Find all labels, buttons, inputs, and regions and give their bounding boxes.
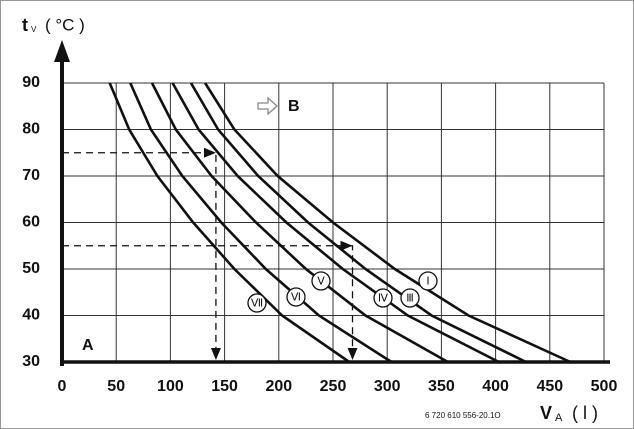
y-unit: ( °C )	[45, 15, 85, 34]
annotation: B	[288, 98, 300, 115]
curve-label: Ⅴ	[317, 276, 325, 288]
x-tick-label: 150	[211, 378, 238, 395]
curve-label-ring	[373, 288, 393, 308]
curve-label: Ⅳ	[378, 293, 389, 305]
curve-label: Ⅶ	[251, 298, 263, 310]
curve	[129, 82, 393, 364]
curve-label-ring	[418, 271, 438, 291]
x-tick-label: 300	[374, 378, 401, 395]
curve	[108, 82, 351, 364]
curve-label: Ⅰ	[426, 276, 429, 288]
x-tick-label: 100	[157, 378, 184, 395]
y-tick-label: 70	[22, 167, 40, 184]
curve-label-ring	[400, 288, 420, 308]
x-tick-label: 500	[591, 378, 618, 395]
y-tick-label: 40	[22, 307, 40, 324]
reading-arrow	[340, 240, 353, 251]
curve-label: Ⅵ	[291, 292, 301, 304]
x-label: V	[540, 403, 552, 423]
curve-label: Ⅲ	[406, 293, 414, 305]
x-unit: ( l )	[572, 403, 598, 423]
y-tick-label: 90	[22, 74, 40, 91]
x-tick-label: 250	[320, 378, 347, 395]
x-label-sub: A	[555, 412, 563, 424]
curve	[204, 82, 571, 364]
curve	[171, 82, 500, 364]
y-tick-label: 50	[22, 260, 40, 277]
annotation: A	[82, 337, 94, 354]
curve	[150, 82, 449, 364]
curve	[189, 82, 527, 364]
reading-arrow	[347, 348, 358, 360]
code: 6 720 610 556-20.1O	[425, 411, 501, 420]
x-tick-label: 450	[536, 378, 563, 395]
reading-arrow	[210, 348, 221, 360]
y-axis-arrow	[54, 40, 70, 62]
reading-arrow	[203, 147, 216, 158]
y-tick-label: 80	[22, 121, 40, 138]
curve-label-ring	[286, 287, 306, 307]
curve-label-ring	[247, 293, 267, 313]
x-tick-label: 0	[58, 378, 67, 395]
x-tick-label: 200	[265, 378, 292, 395]
y-label-sub: V	[31, 25, 37, 34]
y-label: t	[22, 15, 28, 35]
x-tick-label: 400	[482, 378, 509, 395]
x-tick-label: 50	[107, 378, 125, 395]
y-tick-label: 60	[22, 214, 40, 231]
reading-line	[62, 245, 354, 358]
curve-label-ring	[311, 271, 331, 291]
arrow-icon	[257, 96, 278, 116]
y-tick-label: 30	[22, 353, 40, 370]
x-tick-label: 350	[428, 378, 455, 395]
reading-line	[62, 152, 217, 358]
